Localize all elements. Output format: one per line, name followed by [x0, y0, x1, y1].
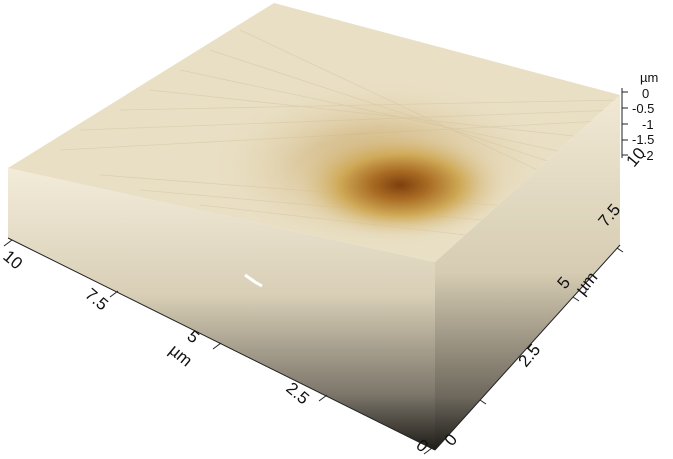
x-axis	[3, 237, 436, 455]
y-axis	[434, 244, 624, 451]
z-tick-1: -0.5	[632, 101, 654, 116]
edge-notch	[244, 273, 263, 288]
x-tick-0: 10	[0, 247, 26, 274]
surface-texture	[59, 29, 620, 250]
pit-depression	[290, 130, 510, 240]
z-tick-0: 0	[642, 86, 649, 101]
z-tick-2: -1	[642, 117, 654, 132]
z-axis-unit: µm	[640, 70, 658, 85]
z-axis	[621, 88, 628, 158]
z-tick-3: -1.5	[632, 132, 654, 147]
x-tick-1: 7.5	[81, 285, 111, 315]
right-side-face	[435, 95, 620, 450]
x-tick-2: 5	[183, 327, 202, 348]
z-tick-4: -2	[642, 148, 654, 163]
